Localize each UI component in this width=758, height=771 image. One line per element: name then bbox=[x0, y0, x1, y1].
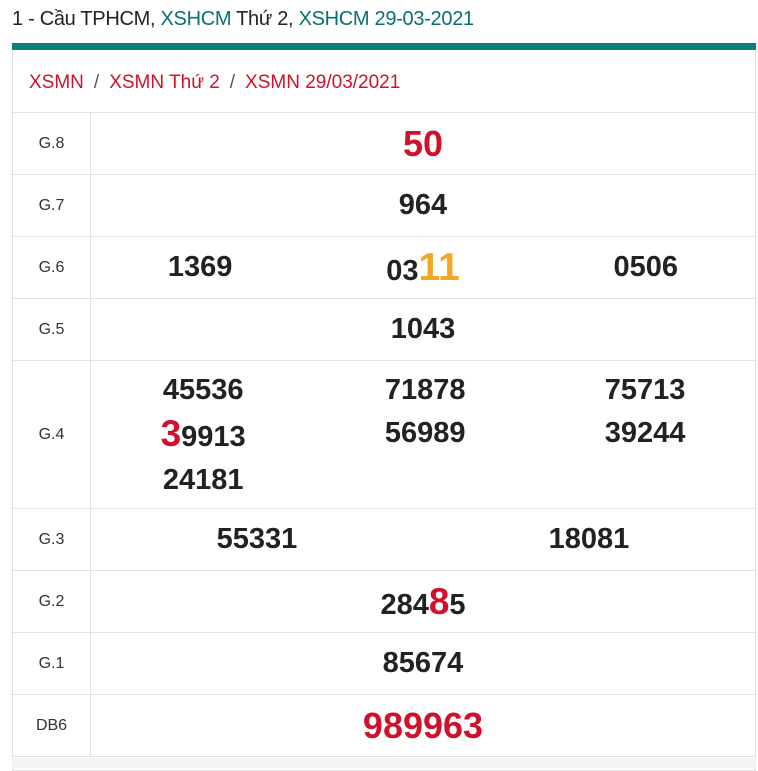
prize-number: 24181 bbox=[163, 459, 244, 502]
results-card: XSMN / XSMN Thứ 2/XSMN 29/03/2021 G.8 50 G.7… bbox=[12, 50, 756, 771]
highlight-digits: 11 bbox=[418, 245, 460, 289]
prize-label: G.7 bbox=[13, 174, 91, 237]
prize-number: 75713 bbox=[605, 369, 686, 412]
prize-number: 964 bbox=[399, 189, 447, 222]
prize-numbers: 55331 18081 bbox=[90, 508, 755, 571]
result-row: G.5 1043 bbox=[13, 298, 755, 361]
result-row: G.3 55331 18081 bbox=[13, 508, 755, 571]
prize-numbers: 1369 0311 0506 bbox=[90, 236, 755, 299]
number-digits: 18081 bbox=[548, 523, 630, 555]
number-digits: 85674 bbox=[382, 647, 464, 679]
prize-number: 56989 bbox=[385, 412, 466, 455]
card-footer bbox=[12, 758, 756, 768]
number-digits: 39244 bbox=[604, 417, 686, 449]
prize-number: 0311 bbox=[386, 246, 460, 290]
prize-numbers: 964 bbox=[90, 174, 755, 237]
number-digits: 24181 bbox=[162, 464, 244, 496]
highlight-digits: 50 bbox=[402, 122, 444, 164]
title-prefix: 1 - Cầu TPHCM, bbox=[12, 8, 161, 30]
page-title: 1 - Cầu TPHCM, XSHCM Thứ 2, XSHCM 29-03-… bbox=[12, 8, 474, 31]
prize-number: 50 bbox=[403, 123, 443, 165]
highlight-digits: 989963 bbox=[362, 704, 484, 746]
number-digits: 03 bbox=[386, 254, 419, 287]
prize-number: 1043 bbox=[391, 313, 456, 346]
prize-label: G.8 bbox=[13, 113, 91, 175]
breadcrumb: XSMN / XSMN Thứ 2/XSMN 29/03/2021 bbox=[13, 50, 755, 113]
results-table: G.8 50 G.7 964 G.6 1369 0311 0506 G.5 1043 G.4 4553… bbox=[13, 113, 755, 757]
prize-numbers: 989963 bbox=[90, 694, 755, 757]
number-digits: 45536 bbox=[162, 374, 244, 406]
result-row: G.8 50 bbox=[13, 113, 755, 175]
number-digits: 1043 bbox=[390, 313, 456, 345]
breadcrumb-xsmn-thu2[interactable]: XSMN Thứ 2 bbox=[109, 72, 220, 93]
prize-number: 989963 bbox=[363, 705, 483, 747]
prize-label: G.5 bbox=[13, 298, 91, 361]
highlight-digits: 8 bbox=[428, 580, 450, 622]
prize-number: 71878 bbox=[385, 369, 466, 412]
prize-label: G.1 bbox=[13, 632, 91, 695]
number-digits: 9913 bbox=[181, 421, 246, 453]
number-digits: 55331 bbox=[216, 523, 298, 555]
prize-number: 45536 bbox=[163, 369, 244, 412]
prize-numbers: 28485 bbox=[90, 570, 755, 633]
number-digits: 284 bbox=[380, 588, 429, 621]
result-row: G.6 1369 0311 0506 bbox=[13, 236, 755, 299]
prize-label: G.2 bbox=[13, 570, 91, 633]
prize-label: G.6 bbox=[13, 236, 91, 299]
prize-label: G.3 bbox=[13, 508, 91, 571]
breadcrumb-xsmn[interactable]: XSMN bbox=[29, 72, 84, 93]
highlight-digits: 3 bbox=[160, 413, 182, 454]
header-accent-bar bbox=[12, 43, 756, 50]
result-row: G.7 964 bbox=[13, 174, 755, 237]
prize-number: 39244 bbox=[605, 412, 686, 455]
title-mid: Thứ 2, bbox=[231, 8, 299, 30]
prize-number: 0506 bbox=[614, 251, 679, 284]
prize-number: 55331 bbox=[217, 523, 298, 556]
prize-number: 28485 bbox=[380, 581, 465, 623]
prize-numbers: 1043 bbox=[90, 298, 755, 361]
xshcm-date-link[interactable]: XSHCM 29-03-2021 bbox=[298, 8, 475, 30]
result-row: G.1 85674 bbox=[13, 632, 755, 695]
result-row: G.2 28485 bbox=[13, 570, 755, 633]
prize-number: 85674 bbox=[383, 647, 464, 680]
prize-numbers: 85674 bbox=[90, 632, 755, 695]
prize-number: 39913 bbox=[161, 412, 246, 459]
prize-number: 18081 bbox=[549, 523, 630, 556]
prize-label: G.4 bbox=[13, 360, 91, 509]
number-digits: 964 bbox=[398, 189, 448, 221]
prize-numbers: 45536 39913 24181 71878 56989 75713 39244 bbox=[90, 360, 755, 509]
number-digits: 5 bbox=[449, 588, 466, 621]
number-digits: 71878 bbox=[384, 374, 466, 406]
number-digits: 1369 bbox=[167, 251, 233, 283]
number-digits: 56989 bbox=[384, 417, 466, 449]
result-row: G.4 45536 39913 24181 71878 56989 75713 39244 bbox=[13, 360, 755, 509]
prize-label: DB6 bbox=[13, 694, 91, 757]
prize-number: 1369 bbox=[168, 251, 233, 284]
breadcrumb-xsmn-date[interactable]: XSMN 29/03/2021 bbox=[245, 72, 401, 93]
prize-numbers: 50 bbox=[90, 113, 755, 175]
number-digits: 75713 bbox=[604, 374, 686, 406]
number-digits: 0506 bbox=[613, 251, 679, 283]
result-row: DB6 989963 bbox=[13, 694, 755, 757]
xshcm-link[interactable]: XSHCM bbox=[160, 8, 232, 30]
